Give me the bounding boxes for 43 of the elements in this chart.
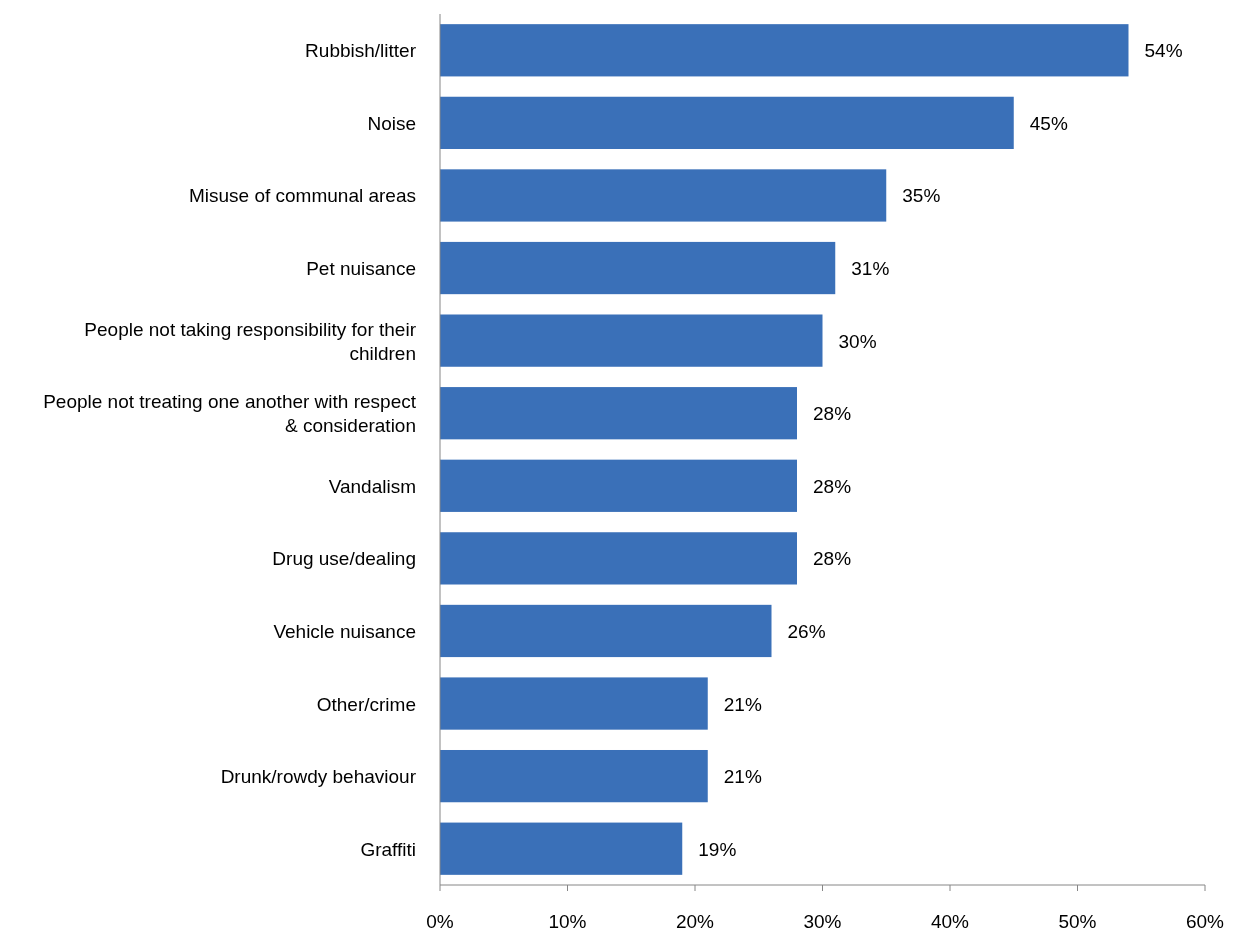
bar <box>440 677 708 730</box>
x-tick-label: 10% <box>548 911 587 932</box>
bar <box>440 314 823 367</box>
y-tick-label: Noise <box>367 112 416 134</box>
bar <box>440 604 772 658</box>
bar <box>440 96 1014 150</box>
x-tick-label: 60% <box>1185 911 1225 932</box>
data-label: 54% <box>1144 40 1183 62</box>
data-label: 30% <box>838 330 877 352</box>
x-tick-label: 20% <box>675 911 715 932</box>
data-label: 26% <box>787 620 826 642</box>
bar <box>440 532 797 585</box>
data-label: 45% <box>1029 112 1068 134</box>
data-label: 28% <box>813 475 852 497</box>
bar <box>440 387 797 440</box>
y-tick-label: Drunk/rowdy behaviour <box>220 766 417 788</box>
y-tick-label: Graffiti <box>360 838 416 860</box>
bar <box>440 169 887 222</box>
y-tick-label: People not treating one another with respect & consideration <box>43 391 417 437</box>
x-tick-label: 50% <box>1058 911 1097 932</box>
bar <box>440 459 797 512</box>
y-tick-label: Rubbish/litter <box>305 40 417 62</box>
bar <box>440 750 708 803</box>
data-label: 21% <box>723 693 762 715</box>
y-tick-label: People not taking responsibility for their children <box>84 318 417 364</box>
data-label: 31% <box>851 258 890 280</box>
x-tick-label: 40% <box>930 911 970 932</box>
x-tick-label: 30% <box>803 911 842 932</box>
y-tick-label: Other/crime <box>316 693 416 715</box>
bar <box>440 822 683 875</box>
data-label: 21% <box>723 766 762 788</box>
y-tick-label: Drug use/dealing <box>272 548 416 570</box>
data-label: 28% <box>813 548 852 570</box>
y-tick-label: Vandalism <box>328 475 416 497</box>
bar <box>440 24 1129 77</box>
y-tick-label: Vehicle nuisance <box>273 620 416 642</box>
x-tick-label: 0% <box>426 911 454 932</box>
data-label: 19% <box>698 838 737 860</box>
data-label: 28% <box>813 403 852 425</box>
data-label: 35% <box>902 185 941 207</box>
y-tick-label: Misuse of communal areas <box>188 185 416 207</box>
y-tick-label: Pet nuisance <box>306 258 416 280</box>
bar <box>440 241 836 295</box>
